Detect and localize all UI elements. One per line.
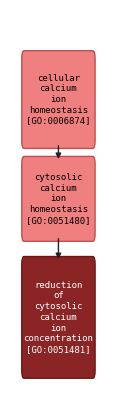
Text: cytosolic
calcium
ion
homeostasis
[GO:0051480]: cytosolic calcium ion homeostasis [GO:00… [26, 173, 90, 225]
FancyBboxPatch shape [22, 51, 94, 149]
FancyBboxPatch shape [22, 156, 94, 241]
Text: cellular
calcium
ion
homeostasis
[GO:0006874]: cellular calcium ion homeostasis [GO:000… [26, 74, 90, 126]
FancyBboxPatch shape [22, 257, 94, 378]
Text: reduction
of
cytosolic
calcium
ion
concentration
[GO:0051481]: reduction of cytosolic calcium ion conce… [23, 281, 93, 354]
